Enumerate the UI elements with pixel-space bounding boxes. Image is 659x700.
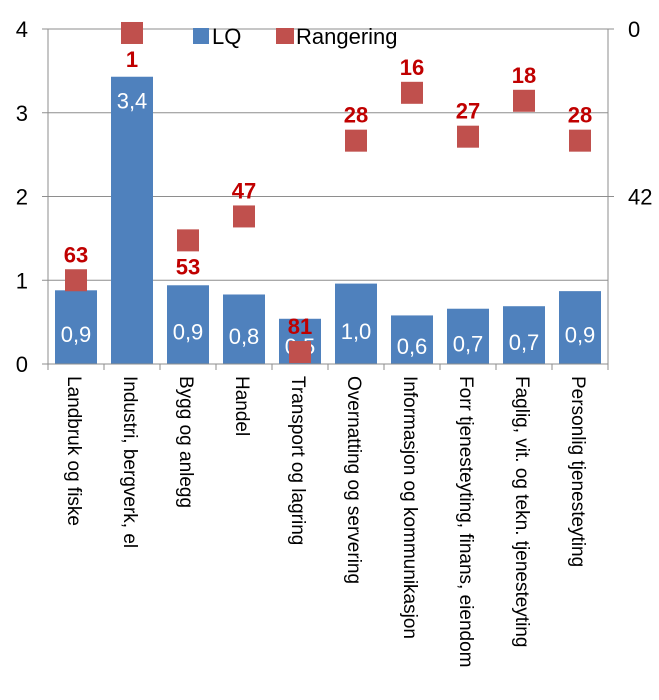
lq-data-label: 0,7 xyxy=(509,330,540,355)
rangering-markers xyxy=(65,21,591,364)
y-left-tick-label: 2 xyxy=(16,185,28,210)
rangering-data-label: 53 xyxy=(176,254,200,279)
category-label: Industri, bergverk, el xyxy=(119,376,140,548)
y-left-tick-label: 0 xyxy=(16,352,28,377)
lq-bars xyxy=(55,76,601,365)
legend-swatch-rangering xyxy=(276,28,294,44)
lq-data-label: 1,0 xyxy=(341,319,372,344)
rangering-marker xyxy=(345,129,367,152)
rangering-data-label: 27 xyxy=(456,99,480,124)
lq-data-labels: 0,93,40,90,80,51,00,60,70,70,9 xyxy=(61,89,596,359)
category-label: Faglig, vit. og tekn. tjenesteyting xyxy=(511,376,532,647)
lq-data-label: 0,6 xyxy=(397,334,428,359)
category-label: Forr tjenesteyting, finans, eiendom xyxy=(455,376,476,668)
lq-data-label: 0,7 xyxy=(453,331,484,356)
rangering-marker xyxy=(457,125,479,148)
rangering-data-label: 47 xyxy=(232,178,256,203)
lq-bar xyxy=(559,291,601,364)
rangering-marker xyxy=(121,21,143,44)
rangering-marker xyxy=(401,81,423,104)
category-label: Personlig tjenesteyting xyxy=(567,376,588,567)
lq-data-label: 0,9 xyxy=(61,322,92,347)
category-label: Informasjon og kommunikasjon xyxy=(399,376,420,639)
lq-bar xyxy=(111,76,153,365)
rangering-data-label: 18 xyxy=(512,63,536,88)
lq-bar xyxy=(55,290,97,364)
y-right-tick-label: 0 xyxy=(628,17,640,42)
y-left-tick-label: 4 xyxy=(16,17,28,42)
lq-bar xyxy=(335,283,377,364)
rangering-marker xyxy=(65,269,87,292)
legend-label-rangering: Rangering xyxy=(296,24,398,49)
rangering-marker xyxy=(569,129,591,152)
legend-label-lq: LQ xyxy=(212,24,241,49)
lq-bar xyxy=(223,294,265,364)
lq-data-label: 0,9 xyxy=(565,323,596,348)
category-label: Landbruk og fiske xyxy=(63,376,84,526)
legend: LQ Rangering xyxy=(193,24,398,49)
lq-data-label: 3,4 xyxy=(117,89,148,114)
category-label: Transport og lagring xyxy=(287,376,308,545)
category-labels: Landbruk og fiske Industri, bergverk, el B… xyxy=(63,376,588,668)
rangering-data-label: 16 xyxy=(400,55,424,80)
category-label: Overnatting og servering xyxy=(343,376,364,584)
category-label: Bygg og anlegg xyxy=(175,376,196,508)
rangering-data-label: 28 xyxy=(568,103,592,128)
lq-bar xyxy=(503,306,545,364)
rangering-marker xyxy=(289,341,311,364)
y-left-tick-label: 1 xyxy=(16,268,28,293)
rangering-marker xyxy=(177,229,199,252)
lq-data-label: 0,8 xyxy=(229,324,260,349)
rangering-data-labels: 63 1 53 47 81 28 16 27 18 28 xyxy=(64,47,592,339)
tick-labels: 0 1 2 3 4 0 42 xyxy=(16,17,653,377)
lq-data-label: 0,9 xyxy=(173,320,204,345)
lq-bar xyxy=(167,285,209,364)
category-label: Handel xyxy=(231,376,252,436)
rangering-data-label: 81 xyxy=(288,314,312,339)
y-left-tick-label: 3 xyxy=(16,101,28,126)
lq-bar xyxy=(391,315,433,364)
legend-swatch-lq xyxy=(193,28,209,44)
rangering-marker xyxy=(233,205,255,228)
y-right-tick-label: 42 xyxy=(628,185,652,210)
rangering-marker xyxy=(513,89,535,112)
lq-bar xyxy=(447,308,489,364)
rangering-data-label: 1 xyxy=(126,47,138,72)
rangering-data-label: 63 xyxy=(64,242,88,267)
rangering-data-label: 28 xyxy=(344,103,368,128)
